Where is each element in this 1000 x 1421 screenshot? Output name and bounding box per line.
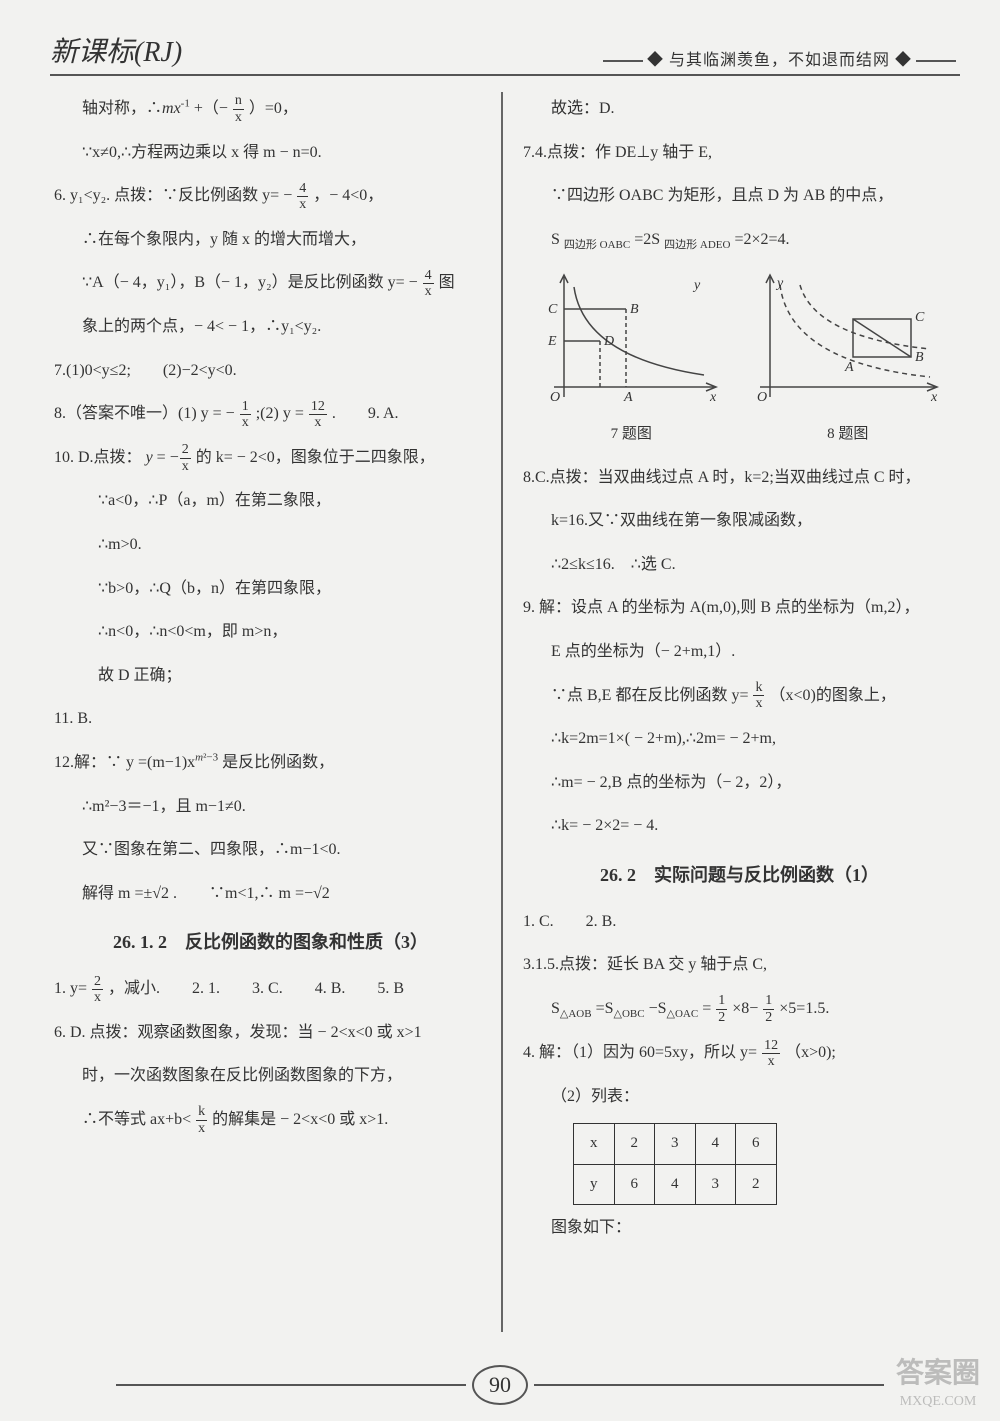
q6a: 6. D. 点拨：观察函数图象，发现：当 − 2<x<0 或 x>1 <box>54 1016 487 1050</box>
svg-text:B: B <box>915 350 924 365</box>
l8c: . 9. A. <box>332 405 399 422</box>
section-title-26-2: 26. 2 实际问题与反比例函数（1） <box>523 857 956 895</box>
l10e: ∵b>0，∴Q（b，n）在第四象限， <box>54 572 487 606</box>
l4: ∴在每个象限内，y 随 x 的增大而增大， <box>54 223 487 257</box>
l12a: 12.解：∵ y =(m−1)x <box>54 754 195 771</box>
l10g: 故 D 正确； <box>54 659 487 693</box>
r8a: 8.C.点拨：当双曲线过点 A 时，k=2;当双曲线过点 C 时， <box>523 461 956 495</box>
page-footer: 90 <box>0 1365 1000 1405</box>
diagram-7: y C B E D O A x <box>534 267 724 417</box>
section-title-26-1-2: 26. 1. 2 反比例函数的图象和性质（3） <box>54 924 487 962</box>
l12b: 是反比例函数， <box>222 754 334 771</box>
q6b: 时，一次函数图象在反比例函数图象的下方， <box>54 1059 487 1093</box>
l12c: ∴m²−3＝−1，且 m−1≠0. <box>54 790 487 824</box>
svg-text:y: y <box>775 276 784 291</box>
rq4a: 4. 解：（1）因为 60=5xy，所以 y= <box>523 1044 757 1061</box>
svg-text:B: B <box>630 302 639 317</box>
svg-text:O: O <box>550 390 560 405</box>
l1a: 轴对称，∴ <box>82 100 162 117</box>
svg-text:D: D <box>603 334 614 349</box>
svg-text:C: C <box>548 302 558 317</box>
right-column: 故选：D. 7.4.点拨：作 DE⊥y 轴于 E, ∵四边形 OABC 为矩形，… <box>503 82 960 1342</box>
svg-text:y: y <box>692 278 701 293</box>
page-number: 90 <box>472 1365 528 1405</box>
l10a: 10. D.点拨： <box>54 449 142 466</box>
q1b: ，减小. 2. 1. 3. C. 4. B. 5. B <box>108 980 404 997</box>
r8b: k=16.又∵双曲线在第一象限减函数， <box>523 504 956 538</box>
l12e: 解得 m =±√2 . ∵m<1,∴ m =−√2 <box>54 877 487 911</box>
l5b: 图 <box>439 274 455 291</box>
r9e: ∴m= − 2,B 点的坐标为（− 2，2）， <box>523 766 956 800</box>
r9b: E 点的坐标为（− 2+m,1）. <box>523 635 956 669</box>
l1c: ）=0， <box>249 100 298 117</box>
l5a: ∵A（− 4，y₁），B（− 1，y₂）是反比例函数 y= − <box>82 274 418 291</box>
l11: 11. B. <box>54 702 487 736</box>
l2: ∵x≠0,∴方程两边乘以 x 得 m − n=0. <box>54 136 487 170</box>
q6c1: ∴不等式 ax+b< <box>82 1111 191 1128</box>
svg-text:x: x <box>930 390 938 405</box>
left-column: 轴对称，∴mx-1 +（− nx ）=0， ∵x≠0,∴方程两边乘以 x 得 m… <box>50 82 501 1342</box>
l1b: +（− <box>194 100 228 117</box>
r3: ∵四边形 OABC 为矩形，且点 D 为 AB 的中点， <box>523 179 956 213</box>
r9c1: ∵点 B,E 都在反比例函数 y= <box>551 687 748 704</box>
svg-text:A: A <box>623 390 633 405</box>
header-right: ◆ 与其临渊羡鱼，不如退而结网 ◆ <box>599 46 960 70</box>
diagram-8: y O A B C x <box>745 267 945 417</box>
r9d: ∴k=2m=1×( − 2+m),∴2m= − 2+m, <box>523 722 956 756</box>
l10b: 的 k= − 2<0，图象位于二四象限， <box>196 449 435 466</box>
l6: 象上的两个点，− 4< − 1，∴y₁<y₂. <box>54 310 487 344</box>
q1a: 1. y= <box>54 980 87 997</box>
header-motto: 与其临渊羡鱼，不如退而结网 <box>669 52 890 69</box>
l3a: 6. y₁<y₂. 点拨：∵反比例函数 y= − <box>54 187 292 204</box>
rq1: 1. C. 2. B. <box>523 905 956 939</box>
diagram-7-label: 7 题图 <box>611 419 652 451</box>
r8c: ∴2≤k≤16. ∴选 C. <box>523 548 956 582</box>
svg-text:E: E <box>547 334 557 349</box>
frac-n: n <box>233 93 244 109</box>
r4mid: =2S <box>634 231 664 248</box>
page-header: 新课标(RJ) ◆ 与其临渊羡鱼，不如退而结网 ◆ <box>50 30 960 76</box>
diagram-8-label: 8 题图 <box>827 419 868 451</box>
svg-text:x: x <box>709 390 717 405</box>
rq4d: 图象如下： <box>523 1211 956 1245</box>
r9c2: （x<0)的图象上， <box>769 687 895 704</box>
l10d: ∴m>0. <box>54 528 487 562</box>
watermark: 答案圈 MXQE.COM <box>896 1356 980 1411</box>
l8a: 8.（答案不唯一）(1) y = − <box>54 405 235 422</box>
r4a: S <box>551 231 564 248</box>
l10c: ∵a<0，∴P（a，m）在第二象限， <box>54 484 487 518</box>
r9a: 9. 解：设点 A 的坐标为 A(m,0),则 B 点的坐标为（m,2）， <box>523 591 956 625</box>
frac-d: x <box>233 110 244 125</box>
l7: 7.(1)0<y≤2; (2)−2<y<0. <box>54 354 487 388</box>
xy-table: x 2 3 4 6 y 6 4 3 2 <box>573 1123 777 1205</box>
q6c2: 的解集是 − 2<x<0 或 x>1. <box>212 1111 388 1128</box>
svg-text:C: C <box>915 310 925 325</box>
svg-text:O: O <box>757 390 767 405</box>
l12d: 又∵图象在第二、四象限，∴m−1<0. <box>54 833 487 867</box>
r4b: =2×2=4. <box>734 231 789 248</box>
svg-text:A: A <box>844 360 854 375</box>
rq3a: 3.1.5.点拨：延长 BA 交 y 轴于点 C, <box>523 948 956 982</box>
r9f: ∴k= − 2×2= − 4. <box>523 809 956 843</box>
rq4b: （x>0); <box>785 1044 836 1061</box>
rq4c: （2）列表： <box>523 1080 956 1114</box>
r1: 故选：D. <box>523 92 956 126</box>
l8b: ;(2) y = <box>256 405 304 422</box>
l3b: ，− 4<0， <box>313 187 383 204</box>
r2: 7.4.点拨：作 DE⊥y 轴于 E, <box>523 136 956 170</box>
l10f: ∴n<0，∴n<0<m，即 m>n， <box>54 615 487 649</box>
header-left: 新课标(RJ) <box>50 30 182 70</box>
